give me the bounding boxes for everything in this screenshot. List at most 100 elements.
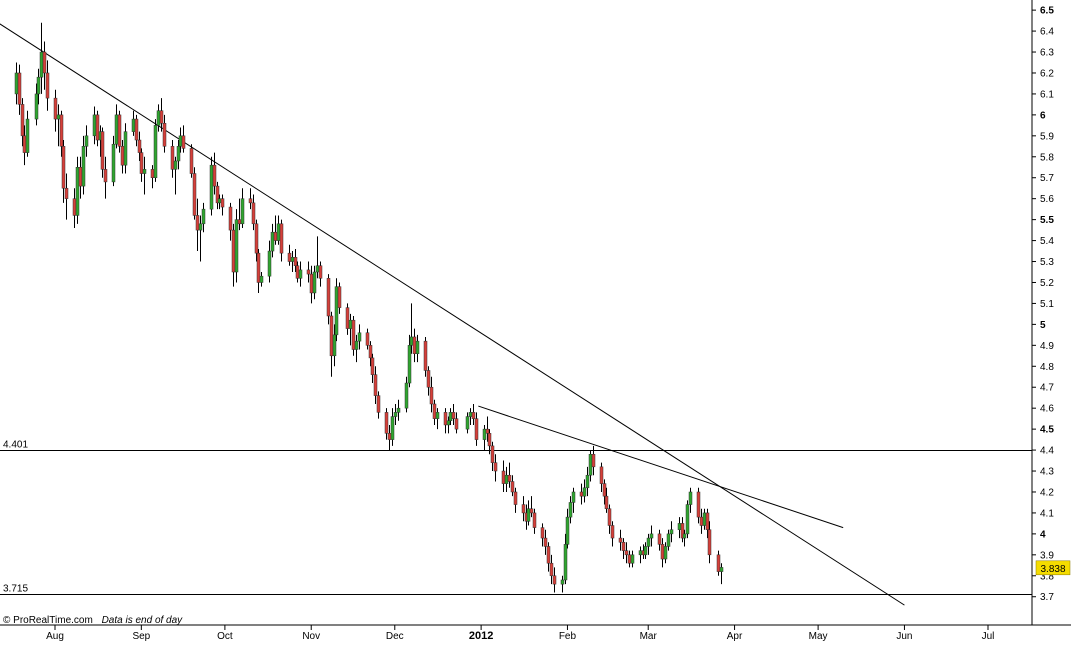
candle	[630, 550, 635, 568]
candle-body-down	[295, 265, 300, 279]
x-tick-label: 2012	[469, 630, 493, 642]
x-tick-label: Jun	[896, 631, 912, 642]
candle-body-up	[114, 114, 119, 145]
candle-body-up	[176, 146, 181, 162]
candle-body-down	[251, 202, 256, 225]
candle-body-down	[279, 223, 284, 254]
candle	[212, 152, 217, 195]
candle-body-down	[212, 164, 217, 187]
candle	[192, 167, 197, 220]
candle-body-down	[493, 462, 498, 472]
candle-body-up	[14, 72, 19, 95]
candle	[513, 487, 518, 513]
candle	[134, 114, 139, 147]
candle-body-up	[415, 340, 420, 354]
candle-body-up	[638, 550, 643, 556]
candle	[17, 64, 22, 115]
candle	[337, 282, 342, 314]
candle-body-up	[504, 474, 509, 484]
candle-body-up	[240, 198, 245, 225]
candle	[332, 324, 337, 367]
candle	[95, 110, 100, 147]
candle-body-down	[610, 525, 615, 539]
candle	[75, 156, 80, 224]
candle-body-down	[162, 123, 167, 147]
candle	[432, 399, 437, 425]
y-tick-label: 4.5	[1040, 425, 1054, 436]
candle	[162, 114, 167, 153]
candle-body-down	[543, 537, 548, 547]
candle-body-up	[39, 51, 44, 78]
candle-body-up	[702, 512, 707, 526]
candle	[228, 202, 233, 241]
candle	[719, 563, 724, 585]
candle	[552, 567, 557, 593]
horizontal-levels: 4.401 3.715	[0, 440, 1032, 595]
candle-body-down	[501, 470, 506, 484]
candle-body-down	[579, 491, 584, 497]
candle-body-down	[532, 512, 537, 528]
candle-body-down	[627, 554, 632, 564]
y-tick-label: 6.2	[1040, 68, 1054, 79]
candle	[345, 303, 350, 335]
candle	[490, 441, 495, 472]
candle	[373, 366, 378, 404]
candle-body-down	[137, 139, 142, 153]
candle	[195, 198, 200, 252]
y-tick-label: 6.4	[1040, 27, 1054, 38]
candle-body-down	[599, 466, 604, 484]
candle-body-up	[75, 167, 80, 216]
candle-body-up	[666, 533, 671, 547]
candle-body-down	[540, 527, 545, 539]
candle-body-up	[267, 250, 272, 277]
candle	[142, 156, 147, 195]
candle	[176, 140, 181, 170]
candle-body-down	[707, 529, 712, 556]
candle	[368, 341, 373, 367]
candle-body-down	[103, 169, 108, 183]
candle-body-down	[604, 495, 609, 509]
candle-body-up	[585, 474, 590, 489]
candle	[173, 156, 178, 195]
candle	[312, 265, 317, 300]
candle	[563, 533, 568, 585]
candle-body-down	[602, 483, 607, 497]
candle-body-down	[306, 269, 311, 275]
credit-text: © ProRealTime.com Data is end of day	[3, 615, 183, 626]
candle	[279, 219, 284, 262]
candle-body-down	[139, 152, 144, 174]
candle	[585, 466, 590, 497]
candle-body-up	[178, 135, 183, 147]
candle	[618, 529, 623, 551]
candle	[84, 125, 89, 157]
candle-body-up	[234, 219, 239, 273]
candle-body-up	[354, 340, 359, 350]
x-tick-label: Sep	[132, 631, 150, 642]
candle-body-down	[443, 412, 448, 426]
candle	[540, 523, 545, 547]
candle-body-up	[565, 516, 570, 545]
candle	[426, 366, 431, 396]
credit-name: © ProRealTime.com	[3, 615, 93, 626]
candle	[696, 487, 701, 524]
y-tick-label: 5.5	[1040, 215, 1054, 226]
candle-body-up	[588, 454, 593, 476]
candle-body-down	[345, 307, 350, 329]
candle-body-down	[471, 412, 476, 419]
candle	[685, 500, 690, 539]
y-tick-label: 4.9	[1040, 341, 1054, 352]
candle-body-up	[448, 412, 453, 421]
candle-body-down	[100, 131, 105, 170]
candle-body-down	[256, 252, 261, 283]
candle	[365, 328, 370, 350]
candle-body-down	[621, 542, 626, 551]
candle-body-up	[111, 143, 116, 183]
candle-body-down	[487, 433, 492, 447]
candle-body-down	[59, 114, 64, 147]
y-tick-label: 4.6	[1040, 404, 1054, 415]
candle-body-up	[25, 118, 30, 153]
candle	[423, 336, 428, 377]
candle-body-up	[393, 412, 398, 417]
candle-body-down	[423, 340, 428, 371]
candle-body-down	[192, 173, 197, 216]
